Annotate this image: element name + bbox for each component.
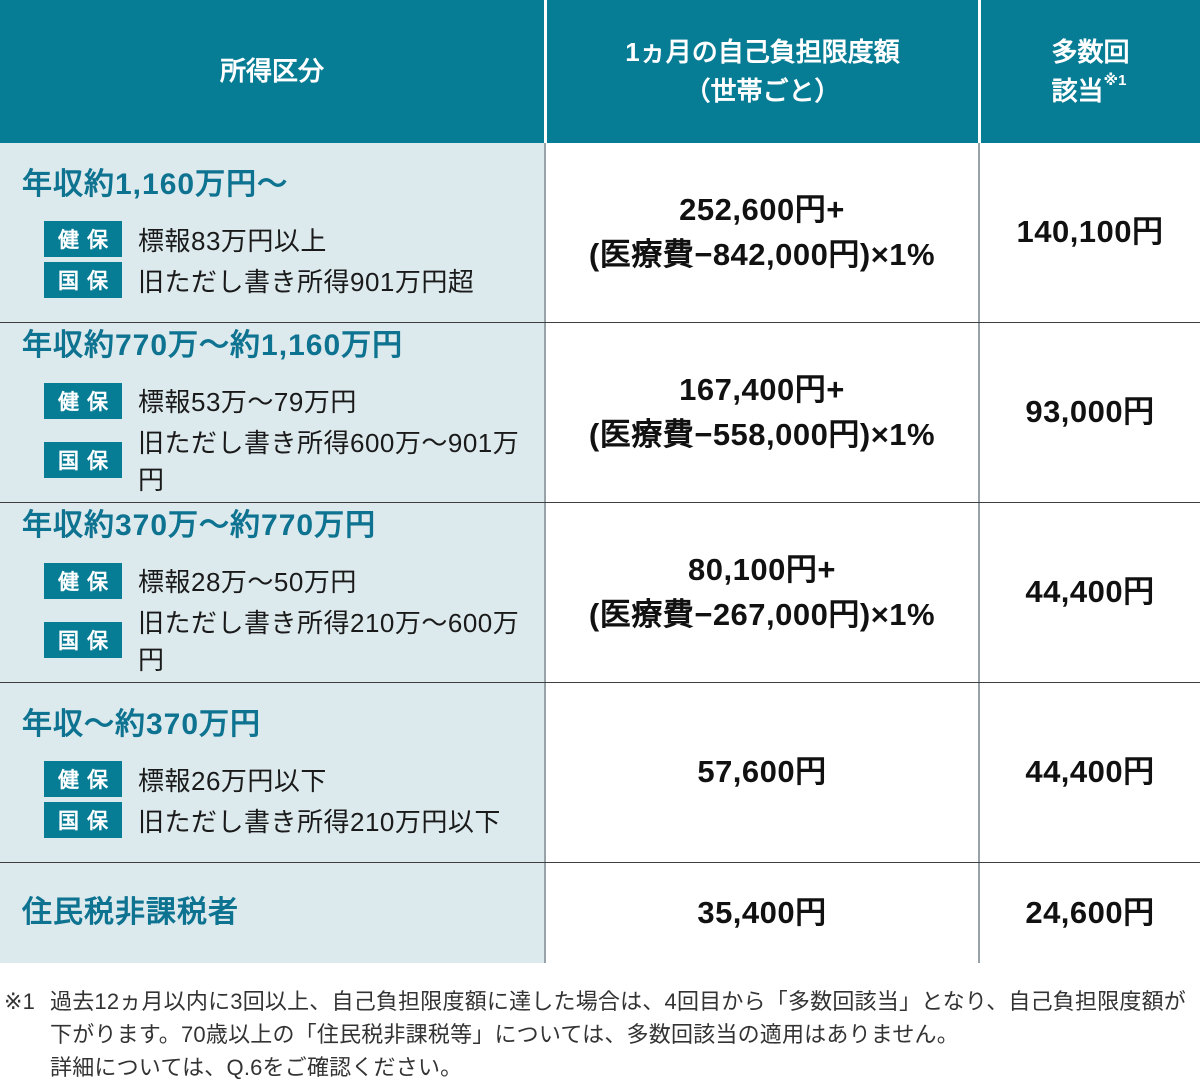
kenpo-badge: 健保 <box>44 761 122 797</box>
monthly-limit-cell: 80,100円+ (医療費−267,000円)×1% <box>544 503 978 682</box>
income-category-cell: 年収約770万～約1,160万円 健保 標報53万～79万円 国保 旧ただし書き… <box>0 323 544 502</box>
multiple-amount: 44,400円 <box>1025 574 1155 610</box>
header-monthly-limit-line1: 1ヵ月の自己負担限度額 <box>625 36 900 67</box>
header-monthly-limit: 1ヵ月の自己負担限度額 （世帯ごと） <box>544 0 978 143</box>
footnote-line-3: 詳細については、Q.6をご確認ください。 <box>50 1055 463 1080</box>
multiple-occurrence-cell: 44,400円 <box>978 683 1200 862</box>
income-category-cell: 住民税非課税者 <box>0 863 544 963</box>
cost-limit-table: 所得区分 1ヵ月の自己負担限度額 （世帯ごと） 多数回 該当※1 年収約1,16… <box>0 0 1200 963</box>
kokuho-line: 国保 旧ただし書き所得600万～901万円 <box>44 423 544 497</box>
income-bracket-title: 住民税非課税者 <box>22 896 239 929</box>
kenpo-badge: 健保 <box>44 382 122 419</box>
kokuho-condition: 旧ただし書き所得210万～600万円 <box>138 608 520 675</box>
monthly-limit-cell: 167,400円+ (医療費−558,000円)×1% <box>544 323 978 502</box>
header-multiple-occurrence: 多数回 該当※1 <box>978 0 1200 143</box>
limit-amount: 57,600円 <box>697 754 827 790</box>
kokuho-badge: 国保 <box>44 802 122 838</box>
kenpo-line: 健保 標報53万～79万円 <box>44 382 544 419</box>
table-row: 住民税非課税者 35,400円 24,600円 <box>0 862 1200 963</box>
kenpo-condition: 標報53万～79万円 <box>138 387 357 417</box>
kenpo-line: 健保 標報28万～50万円 <box>44 562 544 599</box>
footnote-line-1: 過去12ヵ月以内に3回以上、自己負担限度額に達した場合は、4回目から「多数回該当… <box>50 989 1187 1014</box>
multiple-amount: 93,000円 <box>1025 394 1155 430</box>
monthly-limit-cell: 57,600円 <box>544 683 978 862</box>
multiple-amount: 44,400円 <box>1025 754 1155 790</box>
header-income-category: 所得区分 <box>0 0 544 143</box>
income-bracket-title: 年収約770万～約1,160万円 <box>22 329 404 362</box>
multiple-occurrence-cell: 24,600円 <box>978 863 1200 963</box>
income-bracket-title: 年収～約370万円 <box>22 707 262 741</box>
limit-formula-line2: (医療費−842,000円)×1% <box>588 236 936 272</box>
footnote-line-2: 下がります。70歳以上の「住民税非課税等」については、多数回該当の適用はありませ… <box>50 1022 959 1047</box>
footnote: ※1 過去12ヵ月以内に3回以上、自己負担限度額に達した場合は、4回目から「多数… <box>0 985 1200 1084</box>
limit-formula-line1: 167,400円+ <box>679 371 845 407</box>
kokuho-badge: 国保 <box>44 442 122 478</box>
income-category-cell: 年収約1,160万円～ 健保 標報83万円以上 国保 旧ただし書き所得901万円… <box>0 143 544 322</box>
multiple-occurrence-cell: 93,000円 <box>978 323 1200 502</box>
limit-formula-line2: (医療費−558,000円)×1% <box>588 416 936 452</box>
footnote-reference-mark: ※1 <box>1103 71 1127 89</box>
income-category-cell: 年収～約370万円 健保 標報26万円以下 国保 旧ただし書き所得210万円以下 <box>0 683 544 862</box>
kokuho-line: 国保 旧ただし書き所得210万円以下 <box>44 802 544 839</box>
kenpo-condition: 標報28万～50万円 <box>138 567 357 597</box>
table-row: 年収約770万～約1,160万円 健保 標報53万～79万円 国保 旧ただし書き… <box>0 322 1200 502</box>
income-category-cell: 年収約370万～約770万円 健保 標報28万～50万円 国保 旧ただし書き所得… <box>0 503 544 682</box>
header-multiple-line1: 多数回 <box>1051 36 1130 67</box>
kenpo-condition: 標報83万円以上 <box>138 225 327 256</box>
kokuho-condition: 旧ただし書き所得600万～901万円 <box>138 428 520 495</box>
kenpo-line: 健保 標報26万円以下 <box>44 761 544 798</box>
kokuho-line: 国保 旧ただし書き所得901万円超 <box>44 262 544 299</box>
monthly-limit-cell: 35,400円 <box>544 863 978 963</box>
limit-formula-line2: (医療費−267,000円)×1% <box>588 596 936 632</box>
limit-formula-line1: 252,600円+ <box>679 191 845 227</box>
kenpo-line: 健保 標報83万円以上 <box>44 221 544 258</box>
kokuho-badge: 国保 <box>44 262 122 298</box>
kenpo-badge: 健保 <box>44 562 122 599</box>
multiple-occurrence-cell: 44,400円 <box>978 503 1200 682</box>
kokuho-badge: 国保 <box>44 622 122 658</box>
table-row: 年収約1,160万円～ 健保 標報83万円以上 国保 旧ただし書き所得901万円… <box>0 143 1200 322</box>
kenpo-badge: 健保 <box>44 221 122 257</box>
kenpo-condition: 標報26万円以下 <box>138 765 327 796</box>
header-monthly-limit-line2: （世帯ごと） <box>684 75 841 106</box>
kokuho-line: 国保 旧ただし書き所得210万～600万円 <box>44 603 544 677</box>
table-row: 年収約370万～約770万円 健保 標報28万～50万円 国保 旧ただし書き所得… <box>0 502 1200 682</box>
income-bracket-title: 年収約370万～約770万円 <box>22 509 377 542</box>
multiple-occurrence-cell: 140,100円 <box>978 143 1200 322</box>
table-header-row: 所得区分 1ヵ月の自己負担限度額 （世帯ごと） 多数回 該当※1 <box>0 0 1200 143</box>
kokuho-condition: 旧ただし書き所得901万円超 <box>138 266 475 297</box>
income-bracket-title: 年収約1,160万円～ <box>22 167 289 201</box>
header-multiple-line2: 該当 <box>1051 75 1104 106</box>
footnote-marker: ※1 <box>4 989 36 1014</box>
multiple-amount: 140,100円 <box>1016 214 1164 250</box>
limit-formula-line1: 80,100円+ <box>688 551 836 587</box>
table-row: 年収～約370万円 健保 標報26万円以下 国保 旧ただし書き所得210万円以下… <box>0 682 1200 862</box>
header-income-category-label: 所得区分 <box>219 56 324 86</box>
kokuho-condition: 旧ただし書き所得210万円以下 <box>138 806 501 837</box>
limit-amount: 35,400円 <box>697 894 827 930</box>
monthly-limit-cell: 252,600円+ (医療費−842,000円)×1% <box>544 143 978 322</box>
multiple-amount: 24,600円 <box>1025 894 1155 930</box>
